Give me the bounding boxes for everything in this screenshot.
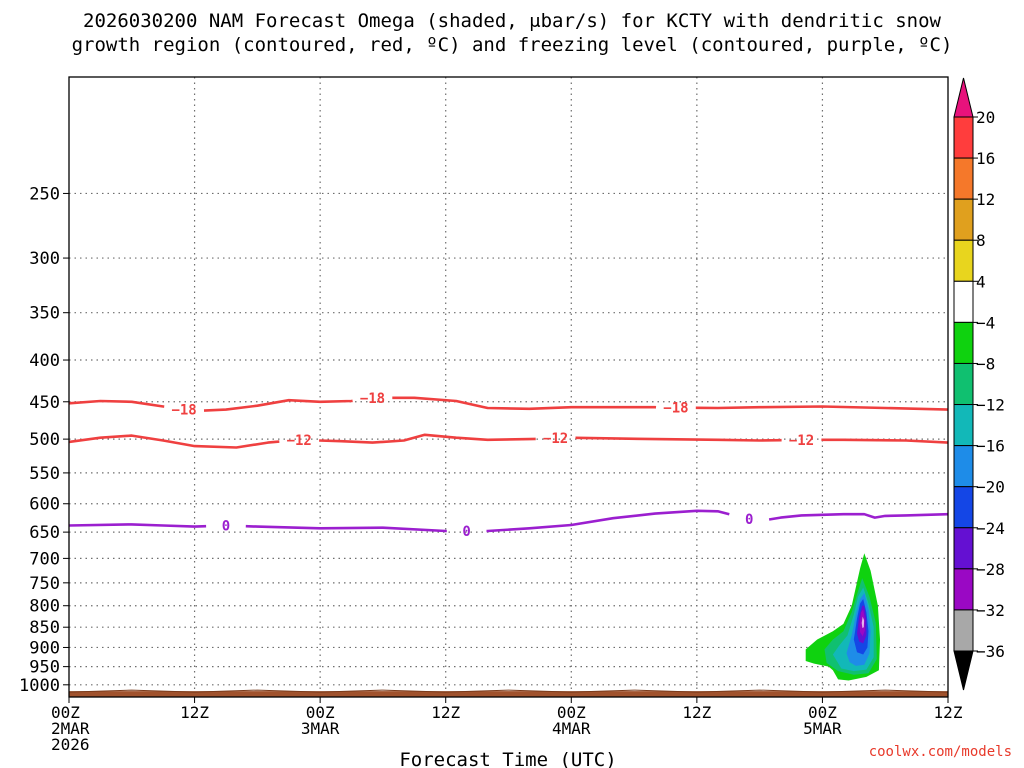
contour-label-1-2: −12 <box>789 433 814 449</box>
x-tick-label-84-0: 12Z <box>934 703 963 722</box>
omega-shading-layer <box>805 553 880 681</box>
contour-label-0-2: −18 <box>663 401 688 417</box>
colorbar-bin-9 <box>953 486 974 529</box>
colorbar-label-3: 8 <box>976 231 986 250</box>
x-tick-label-24-1: 3MAR <box>301 719 340 738</box>
contour-label-1-1: −12 <box>543 431 568 447</box>
x-tick-label-72-1: 5MAR <box>803 719 842 738</box>
colorbar-label-12: −32 <box>976 601 1005 620</box>
contour-1-segment-2 <box>575 436 782 442</box>
colorbar-bin-4 <box>953 280 974 323</box>
y-tick-label-750: 750 <box>29 574 60 594</box>
colorbar-bin-0 <box>953 116 974 159</box>
x-tick-label-0-0: 00Z <box>51 703 80 722</box>
y-tick-label-450: 450 <box>29 393 60 413</box>
colorbar-label-7: −12 <box>976 396 1005 415</box>
x-tick-label-48-0: 00Z <box>557 703 586 722</box>
contour-label-2-0: 0 <box>222 519 230 535</box>
contour-2-segment-1 <box>245 524 447 533</box>
axes-layer: 2503003504004505005506006507007508008509… <box>19 76 963 754</box>
x-tick-label-0-2: 2026 <box>51 735 90 754</box>
y-tick-label-600: 600 <box>29 495 60 515</box>
y-tick-label-500: 500 <box>29 430 60 450</box>
contour-label-2-2: 0 <box>745 512 753 528</box>
contour-2-segment-3 <box>768 512 948 521</box>
colorbar-bin-2 <box>953 198 974 241</box>
contour-label-1-0: −12 <box>287 433 312 449</box>
terrain-layer <box>68 689 949 697</box>
x-tick-label-12-0: 12Z <box>180 703 209 722</box>
y-tick-label-300: 300 <box>29 249 60 269</box>
terrain-fill <box>69 691 948 697</box>
y-tick-label-800: 800 <box>29 597 60 617</box>
y-tick-label-950: 950 <box>29 658 60 678</box>
credit-link[interactable]: coolwx.com/models <box>868 744 1012 760</box>
contour-0-segment-2 <box>392 396 657 411</box>
contour-0-segment-1 <box>203 398 353 412</box>
x-tick-label-72-0: 00Z <box>808 703 837 722</box>
y-tick-label-850: 850 <box>29 618 60 638</box>
x-tick-label-36-0: 12Z <box>431 703 460 722</box>
colorbar-label-11: −28 <box>976 560 1005 579</box>
colorbar-label-10: −24 <box>976 519 1005 538</box>
x-axis-label: Forecast Time (UTC) <box>399 749 616 768</box>
colorbar-bin-11 <box>953 568 974 611</box>
contour-1-segment-1 <box>319 433 536 444</box>
x-tick-label-24-0: 00Z <box>306 703 335 722</box>
colorbar: 20 16 12 8 4 −4 −8 −12 −16 −20 −24 −28 −32 −36 <box>953 77 1005 691</box>
chart-title-line-2: growth region (contoured, red, ºC) and f… <box>71 34 953 56</box>
colorbar-bin-12 <box>953 609 974 652</box>
colorbar-label-0: 20 <box>976 108 995 127</box>
colorbar-bin-5 <box>953 321 974 364</box>
colorbar-label-13: −36 <box>976 642 1005 661</box>
y-tick-label-900: 900 <box>29 638 60 658</box>
omega-region-7 <box>861 616 865 628</box>
y-tick-label-1000: 1000 <box>19 676 60 696</box>
x-tick-label-60-0: 12Z <box>682 703 711 722</box>
contour-0-segment-3 <box>695 405 948 411</box>
contour-layer: −18 −18 −18 −12 −12 −12 0 0 0 <box>69 391 948 540</box>
colorbar-label-9: −20 <box>976 478 1005 497</box>
plot-frame <box>68 76 949 698</box>
colorbar-top-arrow <box>953 77 974 118</box>
contour-1-segment-0 <box>69 434 280 449</box>
grid-layer <box>69 77 948 697</box>
colorbar-label-8: −16 <box>976 437 1005 456</box>
colorbar-bin-8 <box>953 445 974 488</box>
y-tick-label-400: 400 <box>29 351 60 371</box>
colorbar-bin-3 <box>953 239 974 282</box>
colorbar-bin-1 <box>953 157 974 200</box>
y-tick-label-650: 650 <box>29 523 60 543</box>
colorbar-bin-6 <box>953 362 974 406</box>
y-tick-label-350: 350 <box>29 304 60 324</box>
contour-label-0-1: −18 <box>360 391 385 407</box>
colorbar-bottom-arrow <box>953 650 974 691</box>
contour-label-2-1: 0 <box>462 524 470 540</box>
contour-2-segment-0 <box>69 523 207 528</box>
colorbar-label-6: −8 <box>976 354 995 373</box>
contour-label-0-0: −18 <box>171 403 196 419</box>
contour-2-segment-2 <box>486 509 730 533</box>
colorbar-bin-10 <box>953 527 974 570</box>
y-tick-label-250: 250 <box>29 184 60 204</box>
y-tick-label-550: 550 <box>29 464 60 484</box>
colorbar-bin-7 <box>953 404 974 447</box>
colorbar-label-1: 16 <box>976 149 995 168</box>
terrain-edge <box>68 689 949 693</box>
y-tick-label-700: 700 <box>29 549 60 569</box>
x-tick-label-48-1: 4MAR <box>552 719 591 738</box>
x-tick-label-0-1: 2MAR <box>51 719 90 738</box>
colorbar-label-2: 12 <box>976 190 995 209</box>
colorbar-label-4: 4 <box>976 272 986 291</box>
contour-0-segment-0 <box>69 399 165 408</box>
chart-title-line-1: 2026030200 NAM Forecast Omega (shaded, μ… <box>83 10 941 32</box>
colorbar-label-5: −4 <box>976 313 995 332</box>
contour-1-segment-3 <box>821 438 948 444</box>
